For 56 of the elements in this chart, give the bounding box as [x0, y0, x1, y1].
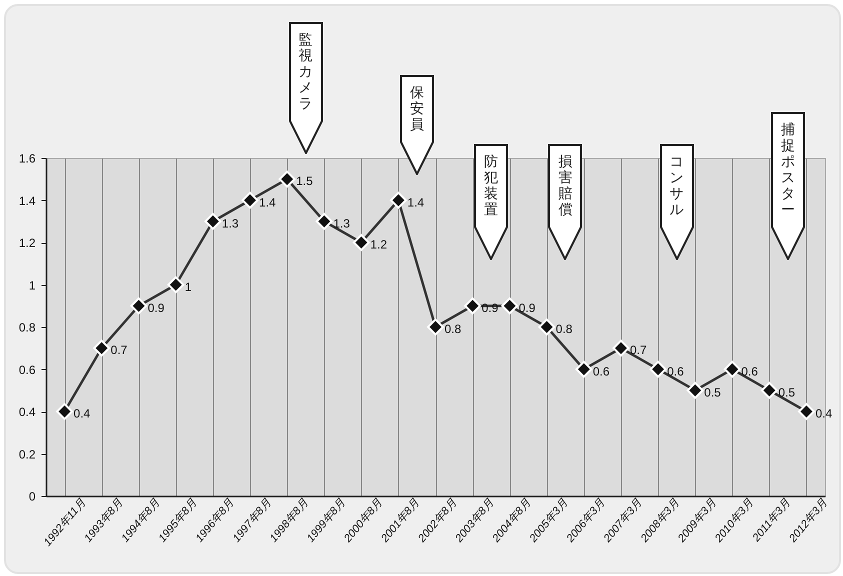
point [352, 234, 370, 251]
point [575, 360, 592, 378]
point [93, 340, 110, 357]
data-label: 1.5 [296, 174, 314, 188]
point [204, 212, 222, 230]
point [427, 318, 444, 336]
data-label: 0.5 [704, 385, 722, 400]
data-label: 0.7 [630, 343, 647, 358]
point [278, 170, 296, 188]
y-tick-label: 0.8 [18, 320, 36, 334]
point [760, 382, 778, 399]
y-tick-label: 1.2 [18, 236, 36, 250]
data-label: 0.5 [778, 385, 796, 400]
annotation: 防犯装置 [483, 154, 500, 218]
point [167, 276, 184, 294]
point [390, 192, 407, 209]
data-label: 0.6 [592, 364, 610, 378]
point [130, 297, 148, 314]
annotation: コンサル [668, 154, 685, 218]
text: 保安員 [408, 85, 425, 134]
data-label: 1.3 [333, 216, 350, 230]
annotation: 捕捉ポスター [780, 122, 796, 218]
point [798, 403, 815, 420]
point [538, 318, 556, 336]
point [316, 212, 333, 230]
data-label: 0.8 [556, 322, 573, 336]
point [650, 360, 666, 378]
annotation: 損害賠償 [557, 154, 574, 218]
point [686, 382, 704, 399]
y-tick-label: 1.4 [18, 194, 36, 208]
y-tick-label: 1.6 [18, 152, 36, 166]
data-label: 1.4 [407, 195, 424, 210]
point [612, 340, 630, 357]
y-tick-label: 0 [28, 490, 36, 504]
point [724, 360, 741, 378]
point [242, 192, 258, 209]
text: 監視カメラ [298, 32, 314, 112]
data-label: 0.9 [518, 300, 536, 315]
data-label: 0.4 [815, 406, 832, 420]
y-tick-label: 0.4 [18, 405, 36, 419]
y-tick-label: 0.2 [18, 447, 36, 462]
data-label: 0.4 [74, 406, 91, 420]
data-label: 1.2 [370, 238, 388, 252]
data-label: 1.3 [222, 216, 239, 230]
data-label: 1.4 [259, 195, 276, 210]
point [56, 403, 73, 420]
data-label: 0.8 [444, 322, 462, 336]
y-tick-label: 0.6 [18, 362, 36, 377]
data-label: 1 [184, 280, 192, 294]
point [464, 297, 482, 314]
y-tick-label: 1 [28, 278, 36, 292]
data-label: 0.9 [148, 300, 165, 315]
point [501, 297, 518, 314]
data-label: 0.7 [110, 343, 128, 358]
data-label: 0.6 [667, 364, 684, 378]
data-label: 0.6 [741, 364, 758, 378]
